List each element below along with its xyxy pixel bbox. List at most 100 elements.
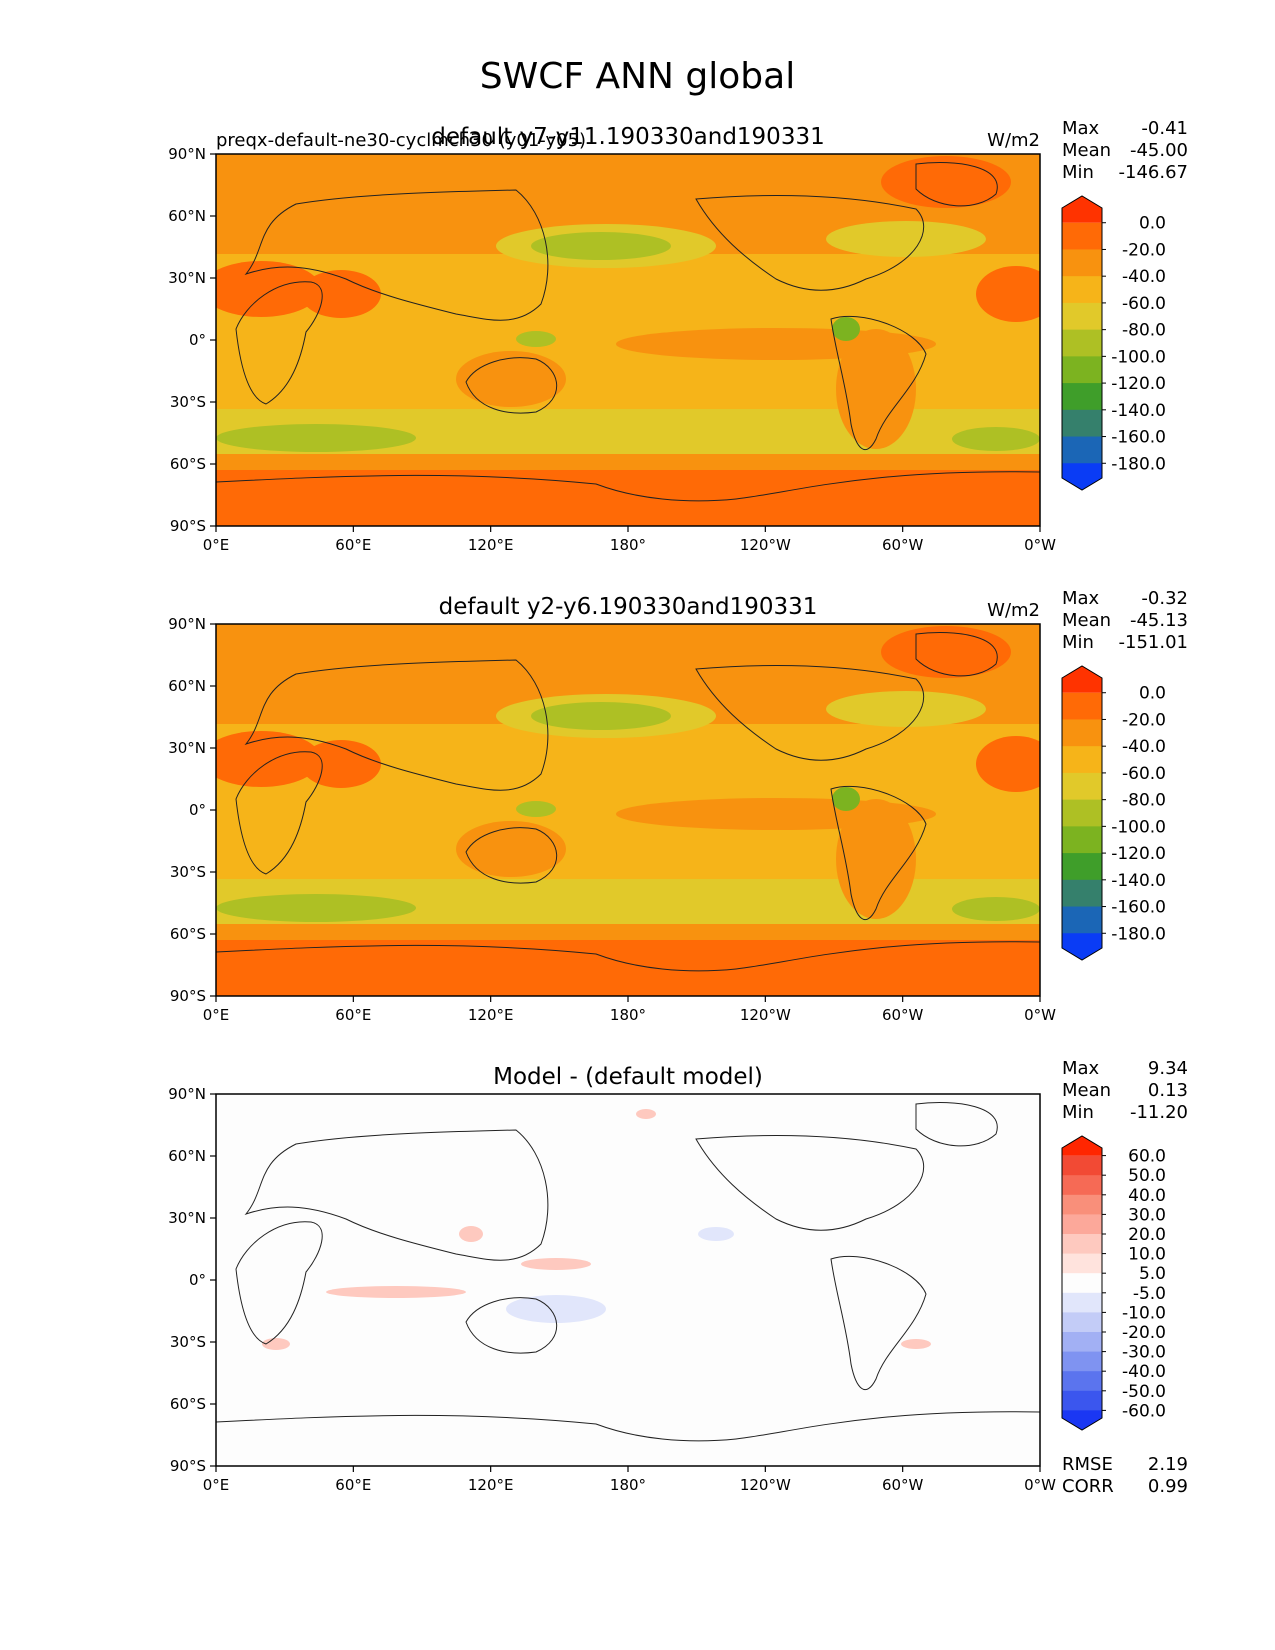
- colorbar-segment: [1062, 1253, 1102, 1274]
- colorbar-segment: [1062, 329, 1102, 357]
- lat-tick-label: 60°S: [170, 455, 206, 473]
- colorbar-label: -180.0: [1111, 924, 1166, 944]
- lon-tick-label: 0°E: [203, 1006, 230, 1024]
- field-band-south-subpolar: [216, 924, 1040, 940]
- stat-label: Min: [1062, 1102, 1094, 1123]
- field-patch-australia: [456, 351, 566, 407]
- field-patch-southern-atlantic: [952, 427, 1040, 451]
- colorbar-label: -80.0: [1122, 321, 1166, 341]
- lat-tick-label: 0°: [189, 1271, 206, 1289]
- lat-tick-label: 0°: [189, 331, 206, 349]
- colorbar-label: -20.0: [1122, 710, 1166, 730]
- colorbar-segment: [1062, 1175, 1102, 1196]
- lon-tick-label: 60°W: [882, 536, 924, 554]
- lon-tick-label: 120°E: [468, 1006, 514, 1024]
- field-patch-north-pacific-core: [531, 232, 671, 260]
- lat-tick-label: 60°S: [170, 925, 206, 943]
- colorbar-label: -160.0: [1111, 898, 1166, 918]
- field-band-antarctic: [216, 470, 1040, 526]
- lat-tick-label: 60°N: [168, 1147, 206, 1165]
- field-patch-australia: [456, 821, 566, 877]
- lon-tick-label: 0°E: [203, 536, 230, 554]
- diff-patch-central-pacific: [698, 1227, 734, 1241]
- colorbar-label: 20.0: [1128, 1225, 1166, 1245]
- lon-tick-label: 120°W: [740, 536, 791, 554]
- field-patch-north-atlantic: [826, 691, 986, 727]
- colorbar-segment: [1062, 436, 1102, 464]
- field-patch-southern-indian: [216, 424, 416, 452]
- coastlines: [215, 162, 1041, 502]
- field-patch-sahara: [216, 261, 321, 317]
- field-band-antarctic: [216, 940, 1040, 996]
- panel-title: default y2-y6.190330and190331: [439, 594, 818, 620]
- stat-value: -0.32: [1141, 588, 1188, 609]
- colorbar-segment: [1062, 746, 1102, 774]
- colorbar-label: -40.0: [1122, 737, 1166, 757]
- colorbar-segment: [1062, 1371, 1102, 1392]
- stat-label: Max: [1062, 1058, 1100, 1079]
- colorbar-segment: [1062, 356, 1102, 384]
- colorbar-label: -80.0: [1122, 791, 1166, 811]
- coastline-south-america: [830, 1255, 927, 1391]
- stat-value: 9.34: [1148, 1058, 1188, 1079]
- stat-label: RMSE: [1062, 1454, 1113, 1475]
- colorbar-label: 0.0: [1139, 214, 1166, 234]
- stat-label: CORR: [1062, 1476, 1114, 1497]
- lon-tick-label: 60°E: [335, 1476, 371, 1494]
- stat-label: Max: [1062, 118, 1100, 139]
- colorbar-label: -160.0: [1111, 428, 1166, 448]
- colorbar-segment: [1062, 1234, 1102, 1255]
- colorbar-segment: [1062, 692, 1102, 720]
- colorbar-label: -20.0: [1122, 1323, 1166, 1343]
- lon-tick-label: 180°: [610, 1476, 646, 1494]
- lat-tick-label: 90°S: [170, 517, 206, 535]
- diff-patch-north-pacific: [636, 1109, 656, 1119]
- lon-tick-label: 0°W: [1024, 1476, 1056, 1494]
- colorbar-segment: [1062, 826, 1102, 854]
- field-patch-south-america: [836, 799, 916, 919]
- lon-tick-label: 180°: [610, 536, 646, 554]
- coastlines: [215, 1102, 1041, 1442]
- colorbar-label: -140.0: [1111, 871, 1166, 891]
- colorbar-label: 30.0: [1128, 1205, 1166, 1225]
- coastline-greenland: [915, 162, 998, 207]
- colorbar-label: -140.0: [1111, 401, 1166, 421]
- coastline-australia: [465, 357, 558, 414]
- colorbar-label: 60.0: [1128, 1147, 1166, 1167]
- stat-label: Mean: [1062, 610, 1111, 631]
- lat-tick-label: 30°N: [168, 739, 206, 757]
- colorbar-segment: [1062, 1273, 1102, 1294]
- colorbar-segment: [1062, 853, 1102, 881]
- colorbar-label: -60.0: [1122, 294, 1166, 314]
- colorbar-label: -100.0: [1111, 817, 1166, 837]
- colorbar-segment-top: [1062, 666, 1102, 693]
- coastline-greenland: [915, 632, 998, 677]
- lon-tick-label: 180°: [610, 1006, 646, 1024]
- lon-tick-label: 60°E: [335, 1006, 371, 1024]
- colorbar-segment: [1062, 719, 1102, 747]
- stat-value: -146.67: [1119, 162, 1188, 183]
- colorbar-segment: [1062, 302, 1102, 331]
- stat-label: Min: [1062, 632, 1094, 653]
- colorbar-label: -60.0: [1122, 764, 1166, 784]
- colorbar-segment-bottom: [1062, 933, 1102, 960]
- lat-tick-label: 90°N: [168, 615, 206, 633]
- colorbar-segment: [1062, 249, 1102, 277]
- coastline-antarctica: [215, 471, 1041, 502]
- panel-difference: [215, 1093, 1041, 1467]
- coastline-eurasia: [244, 189, 549, 321]
- coastline-eurasia: [244, 659, 549, 791]
- lat-tick-label: 90°N: [168, 1085, 206, 1103]
- field-patch-north-atlantic: [826, 221, 986, 257]
- field-background: [216, 1094, 1040, 1466]
- coastline-antarctica: [215, 941, 1041, 972]
- coastline-australia: [465, 827, 558, 884]
- colorbar-segment: [1062, 799, 1102, 827]
- lon-tick-label: 60°E: [335, 536, 371, 554]
- coastline-antarctica: [215, 1411, 1041, 1442]
- stat-label: Mean: [1062, 1080, 1111, 1101]
- colorbar-segment-bottom: [1062, 463, 1102, 490]
- coastline-africa-europe: [235, 281, 323, 405]
- coastline-eurasia: [244, 1129, 549, 1261]
